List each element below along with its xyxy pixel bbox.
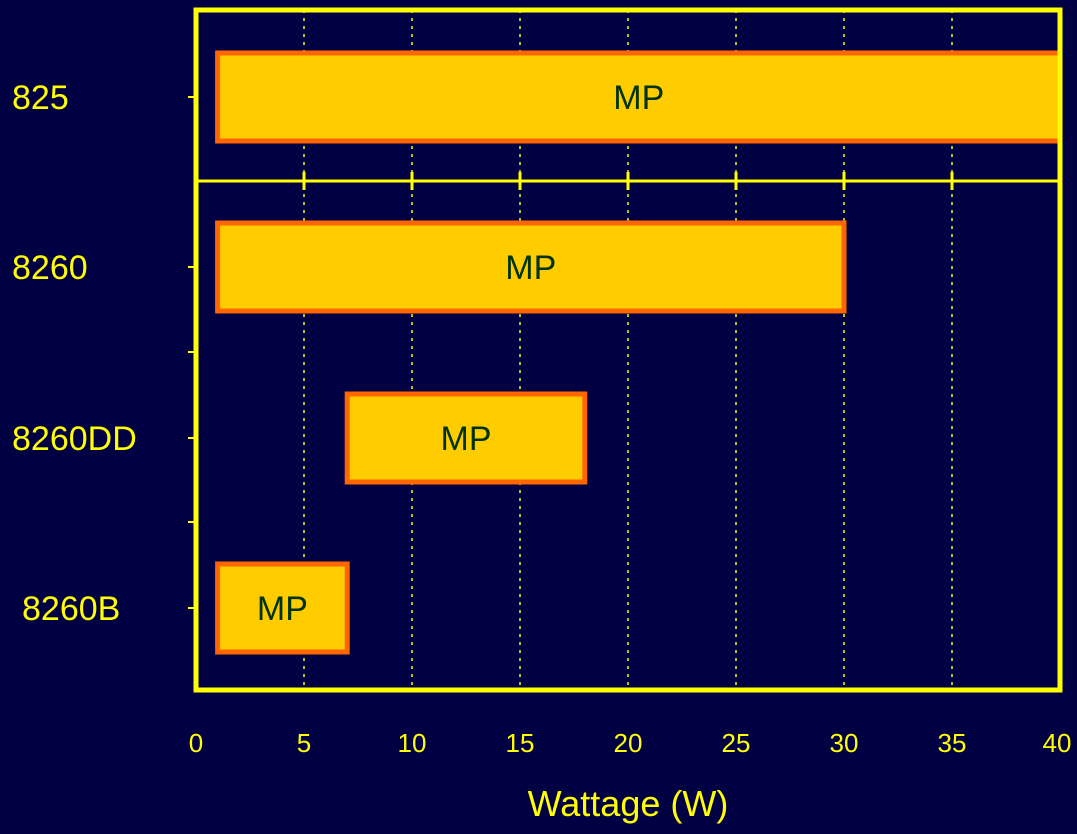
bar-layer — [215, 50, 1063, 655]
bar-label-825: MP — [613, 79, 664, 117]
bar-label-8260: MP — [505, 249, 556, 287]
x-tick-label-35: 35 — [938, 728, 967, 758]
bar-8260 — [215, 220, 847, 314]
plot-frame — [193, 7, 1063, 693]
x-tick-label-30: 30 — [830, 728, 859, 758]
category-label-8260B: 8260B — [22, 590, 120, 628]
x-tick-label-15: 15 — [506, 728, 535, 758]
bar-8260DD — [344, 391, 588, 485]
category-label-8260: 8260 — [12, 249, 88, 287]
category-label-8260DD: 8260DD — [12, 420, 137, 458]
text-layer: MP MP MP MP 825 8260 8260DD 8260B 0 5 10 15 20 25 30 35… — [12, 79, 1071, 824]
x-tick-label-5: 5 — [297, 728, 311, 758]
bar-label-8260DD: MP — [441, 420, 492, 458]
category-label-825: 825 — [12, 79, 69, 117]
bar-label-8260B: MP — [257, 590, 308, 628]
x-tick-label-40: 40 — [1043, 728, 1072, 758]
bar-825 — [215, 50, 1063, 144]
x-tick-label-25: 25 — [722, 728, 751, 758]
x-tick-label-10: 10 — [398, 728, 427, 758]
x-tick-label-0: 0 — [189, 728, 203, 758]
bar-8260B — [215, 561, 350, 655]
axis-layer — [188, 7, 1063, 693]
x-tick-label-20: 20 — [614, 728, 643, 758]
x-axis-label: Wattage (W) — [528, 783, 729, 824]
